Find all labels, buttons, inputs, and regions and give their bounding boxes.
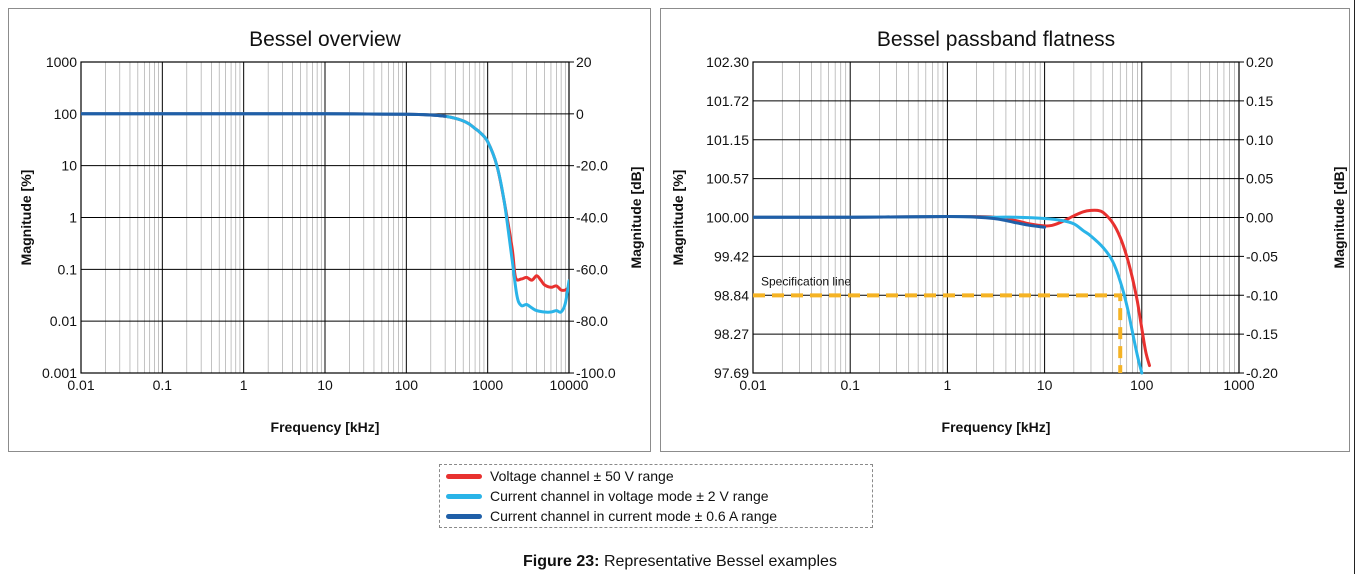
y-tick-label: 101.72 [706,93,749,109]
x-tick-label: 10000 [550,377,589,393]
y2-tick-label: 0.15 [1246,93,1273,109]
x-tick-label: 100 [1130,377,1154,393]
y-tick-label: 102.30 [706,54,749,70]
legend-swatch-current-voltage-mode [446,493,482,499]
x-tick-label: 1 [240,377,248,393]
y-tick-label: 99.42 [714,248,749,264]
plot-frame [80,61,570,374]
legend: Voltage channel ± 50 V range Current cha… [439,464,873,528]
legend-item-current-current-mode: Current channel in current mode ± 0.6 A … [446,507,777,525]
y2-tick-label: 0.00 [1246,210,1273,226]
x-tick-label: 10 [317,377,333,393]
y2-tick-label: -100.0 [576,365,616,381]
y2-tick-label: 0.10 [1246,132,1273,148]
x-tick-label: 0.01 [67,377,94,393]
y2-tick-label: -0.10 [1246,287,1278,303]
y-tick-label: 1 [69,210,77,226]
legend-label-voltage: Voltage channel ± 50 V range [490,468,674,484]
specification-line [753,293,1123,373]
x-tick-label: 0.1 [840,377,860,393]
series-line-3 [81,112,447,118]
specification-label: Specification line [761,274,851,288]
legend-swatch-voltage [446,473,482,479]
y-tick-label: 0.01 [50,313,77,329]
page-edge-rule [1354,0,1355,574]
y2-tick-label: -20.0 [576,158,608,174]
overview-chart-panel: 0.01 0.1 1 10 100 1000 10000 0.001 -100.0 0.01 -80… [8,8,651,452]
flatness-chart: 0.01 0.1 1 10 100 1000 97.69 -0.20 98.27 -0.15 98.… [670,28,1347,435]
y2-tick-label: -80.0 [576,313,608,329]
y-tick-label: 98.84 [714,287,749,303]
y-tick-label: 100 [54,106,78,122]
chart-title: Bessel passband flatness [877,28,1115,51]
y2-axis-label: Magnitude [dB] [628,167,644,269]
legend-item-voltage: Voltage channel ± 50 V range [446,467,674,485]
x-axis-label: Frequency [kHz] [942,419,1051,435]
y-tick-label: 100.00 [706,210,749,226]
figure-caption-text: Representative Bessel examples [599,553,837,570]
chart-title: Bessel overview [249,28,402,51]
y-tick-label: 97.69 [714,365,749,381]
figure-caption: Figure 23: Representative Bessel example… [0,553,1360,571]
y2-tick-label: 20 [576,54,592,70]
y-tick-label: 98.27 [714,326,749,342]
series-line-3 [753,215,1047,229]
y-tick-label: 101.15 [706,132,749,148]
y2-axis-label: Magnitude [dB] [1331,167,1347,269]
y-tick-label: 0.001 [42,365,77,381]
legend-label-current-current-mode: Current channel in current mode ± 0.6 A … [490,508,778,524]
x-tick-label: 1 [944,377,952,393]
y-tick-label: 100.57 [706,171,749,187]
x-tick-label: 0.01 [739,377,766,393]
x-tick-label: 100 [395,377,419,393]
flatness-chart-panel: 0.01 0.1 1 10 100 1000 97.69 -0.20 98.27 -0.15 98.… [660,8,1350,452]
y2-tick-label: -0.15 [1246,326,1278,342]
y2-tick-label: -60.0 [576,261,608,277]
y-axis-label: Magnitude [%] [18,170,34,266]
y2-tick-label: -0.05 [1246,248,1278,264]
x-tick-label: 1000 [1223,377,1254,393]
x-tick-label: 0.1 [153,377,173,393]
legend-item-current-voltage-mode: Current channel in voltage mode ± 2 V ra… [446,487,769,505]
y2-tick-label: -40.0 [576,210,608,226]
legend-label-current-voltage-mode: Current channel in voltage mode ± 2 V ra… [490,488,769,504]
x-tick-label: 1000 [472,377,503,393]
y2-tick-label: 0.20 [1246,54,1273,70]
x-tick-label: 10 [1037,377,1053,393]
y2-tick-label: 0 [576,106,584,122]
y-tick-label: 10 [61,158,77,174]
legend-swatch-current-current-mode [446,513,482,519]
figure-caption-label: Figure 23: [523,553,600,570]
y-tick-label: 1000 [46,54,77,70]
y-axis-label: Magnitude [%] [670,170,686,266]
y2-tick-label: -0.20 [1246,365,1278,381]
y-tick-label: 0.1 [58,261,78,277]
x-axis-label: Frequency [kHz] [271,419,380,435]
y2-tick-label: 0.05 [1246,171,1273,187]
